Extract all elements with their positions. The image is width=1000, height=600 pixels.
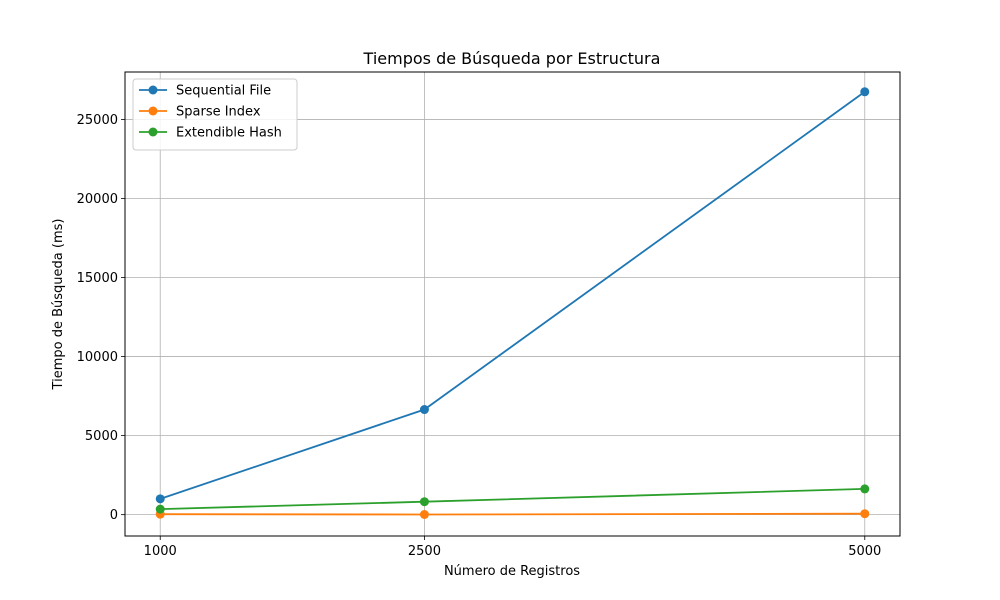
plot-frame <box>124 71 901 537</box>
series-1-point <box>419 405 429 415</box>
y-tick-label: 15000 <box>77 271 118 286</box>
y-tick-label: 0 <box>110 508 118 523</box>
ticks: 1000 2500 5000 0 5000 10000 15000 20000 25000 <box>77 113 882 559</box>
legend-marker <box>148 85 158 95</box>
series-3-point <box>155 504 165 514</box>
legend-box <box>132 78 298 151</box>
y-tick-label: 5000 <box>85 429 118 444</box>
series-2-point <box>860 509 870 519</box>
x-tick-label: 2500 <box>408 544 441 559</box>
series-line-3 <box>160 487 865 511</box>
y-tick-label: 25000 <box>77 113 118 128</box>
y-axis-label: Tiempo de Búsqueda (ms) <box>51 219 66 391</box>
series-line-2 <box>160 512 865 516</box>
series-2-point <box>419 509 429 519</box>
legend-marker <box>148 106 158 116</box>
y-tick-label: 20000 <box>77 192 118 207</box>
series-1-point <box>860 87 870 97</box>
legend-label: Extendible Hash <box>176 126 282 141</box>
series-layer <box>155 87 870 519</box>
chart-title: Tiempos de Búsqueda por Estructura <box>363 49 661 68</box>
series-line-1 <box>159 91 866 500</box>
legend-label: Sparse Index <box>176 105 261 120</box>
legend: Sequential File Sparse Index Extendible Ha… <box>132 78 298 151</box>
y-tick-label: 10000 <box>77 350 118 365</box>
legend-marker <box>148 127 158 137</box>
legend-label: Sequential File <box>176 84 271 99</box>
series-3-point <box>860 484 870 494</box>
series-3-point <box>419 497 429 507</box>
x-tick-label: 1000 <box>144 544 177 559</box>
x-axis-label: Número de Registros <box>444 564 580 579</box>
x-tick-label: 5000 <box>848 544 881 559</box>
series-1-point <box>155 494 165 504</box>
